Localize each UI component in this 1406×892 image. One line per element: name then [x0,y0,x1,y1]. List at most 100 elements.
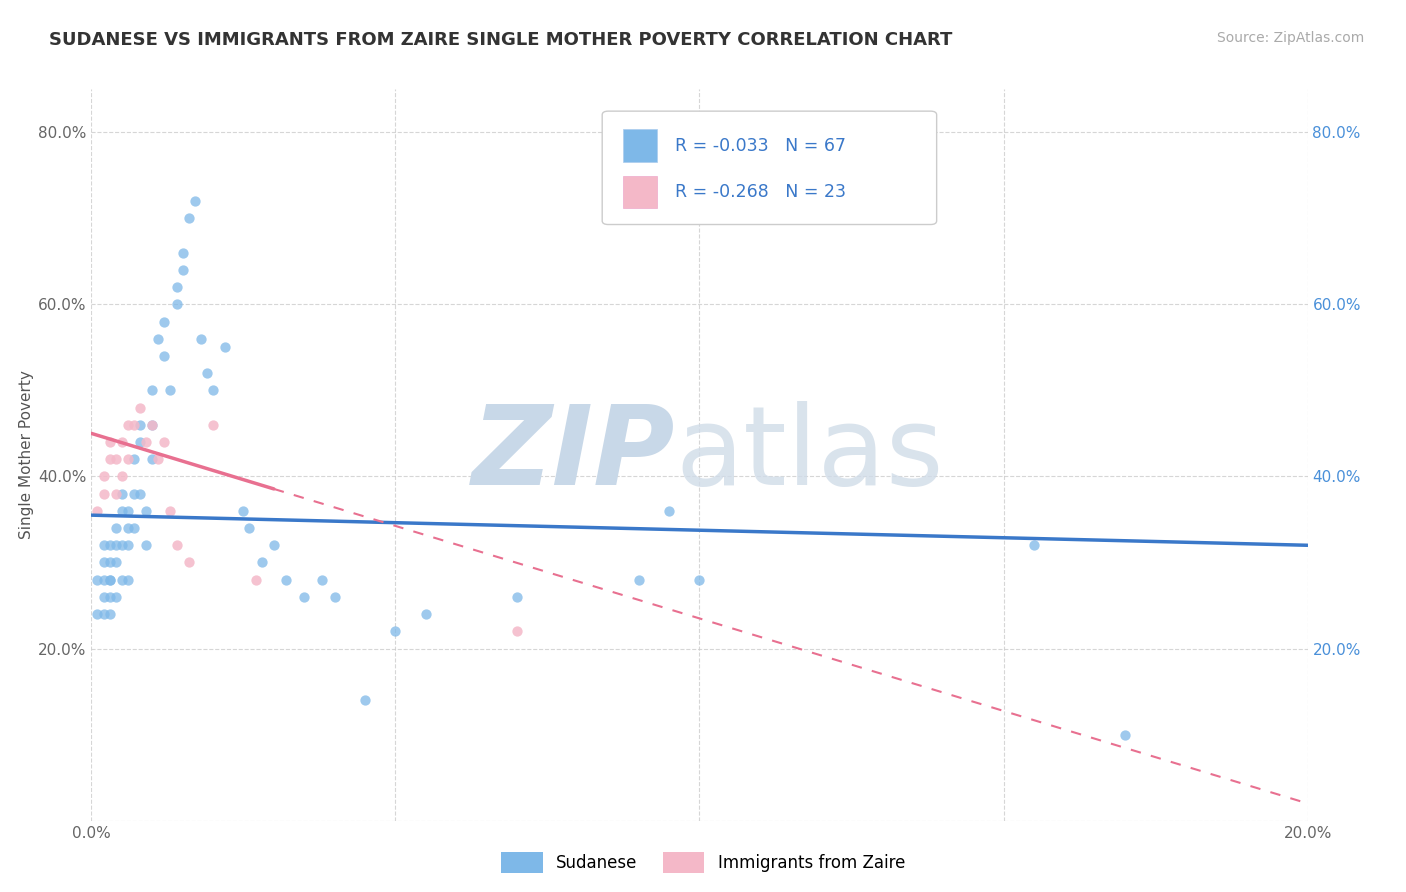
Point [117,504,139,518]
Point [111,504,134,518]
Point [86,573,108,587]
Point [129,417,152,432]
Point [250,556,273,570]
Point [1022,538,1045,552]
Point [166,280,188,294]
Point [98,573,121,587]
Point [129,401,152,415]
Point [111,435,134,450]
Point [190,332,212,346]
Text: atlas: atlas [675,401,943,508]
Point [148,332,170,346]
FancyBboxPatch shape [602,112,936,225]
Point [122,417,145,432]
Point [135,435,157,450]
Point [141,417,163,432]
FancyBboxPatch shape [623,176,657,209]
Point [117,417,139,432]
Point [98,435,121,450]
Point [232,504,254,518]
Text: Source: ZipAtlas.com: Source: ZipAtlas.com [1216,31,1364,45]
Point [141,452,163,467]
Point [135,538,157,552]
Point [292,590,315,604]
Text: R = -0.268   N = 23: R = -0.268 N = 23 [675,183,846,201]
Point [263,538,285,552]
Point [184,194,207,208]
Point [141,417,163,432]
Point [354,693,377,707]
Point [415,607,437,621]
Point [141,384,163,398]
Point [93,607,115,621]
Point [104,486,127,500]
Point [111,469,134,483]
Text: R = -0.033   N = 67: R = -0.033 N = 67 [675,136,846,154]
Legend: Sudanese, Immigrants from Zaire: Sudanese, Immigrants from Zaire [495,846,911,880]
Text: ZIP: ZIP [471,401,675,508]
Point [688,573,710,587]
Point [98,556,121,570]
Point [93,486,115,500]
Point [93,469,115,483]
Point [117,452,139,467]
Point [627,573,650,587]
Point [93,590,115,604]
Point [98,452,121,467]
Point [104,590,127,604]
Point [153,435,176,450]
Point [86,504,108,518]
Point [177,556,200,570]
Point [238,521,260,535]
Point [159,504,181,518]
Point [129,435,152,450]
Point [98,590,121,604]
Point [384,624,406,639]
Point [274,573,297,587]
Point [159,384,181,398]
Point [86,607,108,621]
Point [98,607,121,621]
Point [111,573,134,587]
Point [122,452,145,467]
Point [98,573,121,587]
Point [195,366,218,380]
Point [148,452,170,467]
Point [93,538,115,552]
Point [658,504,681,518]
Point [111,538,134,552]
Y-axis label: Single Mother Poverty: Single Mother Poverty [20,370,34,540]
Point [104,521,127,535]
Point [506,590,529,604]
FancyBboxPatch shape [623,129,657,162]
Point [1114,728,1136,742]
Point [153,349,176,363]
Point [506,624,529,639]
Point [98,538,121,552]
Point [172,245,194,260]
Point [245,573,267,587]
Point [93,556,115,570]
Point [166,297,188,311]
Point [166,538,188,552]
Point [177,211,200,226]
Point [117,521,139,535]
Point [323,590,346,604]
Point [111,486,134,500]
Point [311,573,333,587]
Point [129,486,152,500]
Point [202,417,225,432]
Point [104,452,127,467]
Point [172,263,194,277]
Point [122,486,145,500]
Point [153,314,176,328]
Point [202,384,225,398]
Point [104,556,127,570]
Point [104,538,127,552]
Point [122,521,145,535]
Point [93,573,115,587]
Point [214,340,236,354]
Point [135,504,157,518]
Point [117,573,139,587]
Text: SUDANESE VS IMMIGRANTS FROM ZAIRE SINGLE MOTHER POVERTY CORRELATION CHART: SUDANESE VS IMMIGRANTS FROM ZAIRE SINGLE… [49,31,953,49]
